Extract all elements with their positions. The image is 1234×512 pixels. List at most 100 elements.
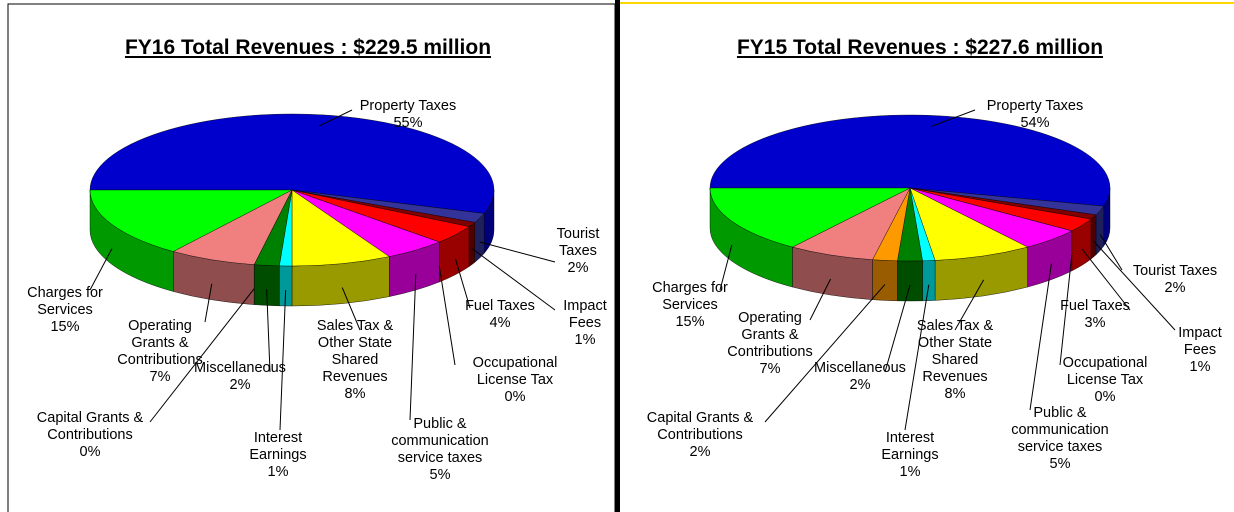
value-label: 2% — [1164, 280, 1186, 296]
value-label: 8% — [944, 386, 966, 402]
leader-line — [1099, 234, 1123, 271]
category-label: Public & communication service taxes — [391, 416, 489, 466]
value-label: 8% — [344, 386, 366, 402]
value-label: 0% — [1094, 389, 1116, 405]
data-label: Operating Grants & Contributions 7% — [715, 310, 825, 378]
data-label: Fuel Taxes 4% — [455, 298, 545, 332]
panel-top-border — [620, 2, 1234, 4]
category-label: Interest Earnings — [881, 430, 939, 463]
category-label: Tourist Taxes — [556, 226, 600, 259]
leader-line — [341, 287, 361, 331]
data-label: Property Taxes 54% — [970, 98, 1100, 132]
data-label: Impact Fees 1% — [555, 298, 615, 349]
data-label: Sales Tax & Other State Shared Revenues 8… — [300, 318, 410, 403]
leader-line — [809, 278, 832, 321]
leader-line — [719, 245, 733, 291]
leader-line — [904, 284, 930, 431]
leader-line — [204, 283, 213, 323]
value-label: 2% — [689, 444, 711, 460]
category-label: Occupational License Tax — [472, 355, 558, 388]
data-label: Capital Grants & Contributions 0% — [30, 410, 150, 461]
data-label: Occupational License Tax 0% — [455, 355, 575, 406]
category-label: Operating Grants & Contributions — [727, 310, 813, 360]
leader-line — [471, 248, 556, 311]
value-label: 2% — [849, 377, 871, 393]
data-label: Interest Earnings 1% — [233, 430, 323, 481]
category-label: Tourist Taxes — [1132, 263, 1218, 279]
leader-line — [438, 265, 456, 366]
value-label: 1% — [574, 332, 596, 348]
category-label: Fuel Taxes — [465, 298, 535, 314]
chart-title: FY15 Total Revenues : $227.6 million — [736, 36, 1104, 59]
data-label: Tourist Taxes 2% — [548, 226, 608, 277]
category-label: Sales Tax & Other State Shared Revenues — [916, 318, 994, 385]
value-label: 3% — [1084, 315, 1106, 331]
pie-slice — [909, 187, 1029, 261]
pie-side — [1090, 214, 1097, 260]
data-label: Occupational License Tax 0% — [1045, 355, 1165, 406]
data-label: Public & communication service taxes 5% — [380, 416, 500, 484]
value-label: 15% — [50, 319, 80, 335]
chart-title: FY16 Total Revenues : $229.5 million — [124, 36, 492, 59]
data-label: Fuel Taxes 3% — [1050, 298, 1140, 332]
category-label: Public & communication service taxes — [1011, 405, 1109, 455]
category-label: Fuel Taxes — [1060, 298, 1130, 314]
pie-slice — [709, 114, 1111, 207]
category-label: Charges for Services — [652, 280, 728, 313]
category-label: Property Taxes — [986, 98, 1084, 114]
value-label: 1% — [899, 464, 921, 480]
data-label: Charges for Services 15% — [635, 280, 745, 331]
leader-line — [149, 288, 255, 423]
value-label: 5% — [429, 467, 451, 483]
leader-line — [89, 248, 113, 291]
value-label: 54% — [1020, 115, 1050, 131]
category-label: Sales Tax & Other State Shared Revenues — [316, 318, 394, 385]
category-label: Occupational License Tax — [1062, 355, 1148, 388]
pie-side — [468, 221, 475, 267]
pie-side — [897, 260, 923, 302]
value-label: 1% — [267, 464, 289, 480]
data-label: Charges for Services 15% — [10, 285, 120, 336]
category-label: Operating Grants & Contributions — [117, 318, 203, 368]
value-label: 7% — [149, 369, 171, 385]
leader-line — [1093, 240, 1176, 331]
leader-line — [409, 274, 417, 421]
value-label: 5% — [1049, 456, 1071, 472]
category-label: Impact Fees — [563, 298, 607, 331]
value-label: 7% — [759, 361, 781, 377]
data-label: Property Taxes 55% — [343, 98, 473, 132]
value-label: 2% — [229, 377, 251, 393]
value-label: 2% — [567, 260, 589, 276]
value-label: 0% — [504, 389, 526, 405]
divider — [615, 0, 620, 512]
data-label: Miscellaneous 2% — [805, 360, 915, 394]
value-label: 0% — [79, 444, 101, 460]
data-label: Impact Fees 1% — [1175, 325, 1225, 376]
pie-side — [922, 260, 936, 302]
leader-line — [479, 241, 556, 263]
pie-slice — [709, 187, 911, 248]
data-label: Interest Earnings 1% — [865, 430, 955, 481]
leader-line — [1081, 248, 1131, 311]
category-label: Interest Earnings — [249, 430, 307, 463]
value-label: 55% — [393, 115, 423, 131]
leader-line — [764, 284, 886, 423]
data-label: Capital Grants & Contributions 2% — [640, 410, 760, 461]
pie-slice — [89, 113, 495, 214]
data-label: Sales Tax & Other State Shared Revenues 8… — [900, 318, 1010, 403]
data-label: Operating Grants & Contributions 7% — [105, 318, 215, 386]
leader-line — [931, 109, 976, 127]
leader-line — [884, 284, 911, 373]
pie-slice — [291, 189, 390, 267]
category-label: Charges for Services — [27, 285, 103, 318]
leader-line — [279, 289, 287, 431]
category-label: Miscellaneous — [814, 360, 906, 376]
leader-line — [954, 279, 985, 331]
value-label: 4% — [489, 315, 511, 331]
leader-line — [1059, 254, 1073, 366]
value-label: 15% — [675, 314, 705, 330]
category-label: Capital Grants & Contributions — [646, 410, 754, 443]
leader-line — [266, 289, 271, 373]
